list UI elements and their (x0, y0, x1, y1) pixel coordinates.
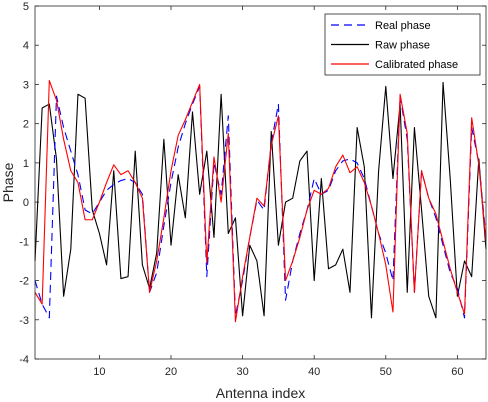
y-tick-label: -4 (19, 354, 29, 366)
y-tick-label: 1 (23, 158, 29, 170)
x-tick-label: 10 (93, 366, 105, 378)
x-tick-label: 50 (380, 366, 392, 378)
series-line-calibrated-phase (34, 79, 487, 323)
x-tick-label: 60 (451, 366, 463, 378)
y-tick-label: -2 (19, 276, 29, 288)
y-tick-label: 5 (23, 1, 29, 13)
y-tick-labels: -4 -3 -2 -1 0 1 2 3 4 5 (19, 1, 29, 366)
x-axis-label: Antenna index (216, 385, 306, 401)
plot-frame (34, 5, 487, 360)
y-tick-label: 4 (23, 40, 29, 52)
y-tick-label: -1 (19, 236, 29, 248)
tick-marks (35, 5, 486, 360)
x-tick-label: 20 (165, 366, 177, 378)
y-tick-label: 0 (23, 197, 29, 209)
x-tick-label: 40 (308, 366, 320, 378)
legend-label-calibrated-phase: Calibrated phase (375, 59, 458, 71)
legend-label-real-phase: Real phase (375, 20, 431, 32)
y-tick-label: 2 (23, 119, 29, 131)
y-tick-label: 3 (23, 79, 29, 91)
legend: Real phase Raw phase Calibrated phase (324, 13, 481, 76)
x-tick-label: 30 (236, 366, 248, 378)
legend-label-raw-phase: Raw phase (375, 40, 430, 52)
series-layer (34, 79, 487, 323)
y-tick-label: -3 (19, 315, 29, 327)
x-tick-labels: 10 20 30 40 50 60 (93, 366, 463, 378)
y-axis-label: Phase (0, 162, 16, 202)
